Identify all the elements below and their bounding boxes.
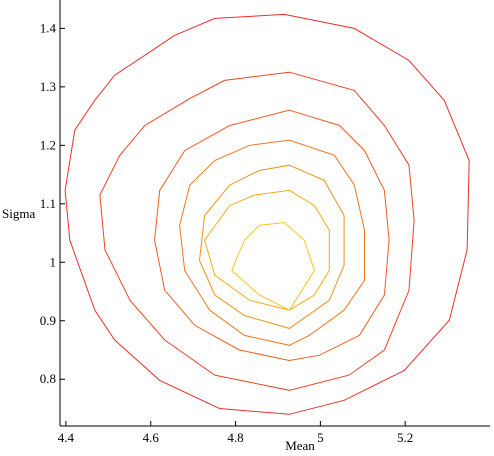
y-tick-label: 1.2 (40, 137, 56, 152)
y-axis-label: Sigma (2, 206, 35, 221)
y-tick-label: 1.3 (40, 79, 56, 94)
x-tick-label: 4.4 (58, 430, 75, 445)
contour-line (99, 71, 415, 391)
y-tick-label: 1.4 (40, 20, 57, 35)
x-axis-label: Mean (285, 438, 315, 453)
contour-line (198, 164, 345, 329)
y-tick-label: 0.8 (40, 371, 56, 386)
contour-line (231, 221, 315, 311)
x-tick-label: 5 (317, 430, 324, 445)
contour-line (179, 139, 365, 346)
y-tick-label: 1 (50, 254, 57, 269)
x-tick-label: 4.8 (227, 430, 243, 445)
y-tick-label: 1.1 (40, 196, 56, 211)
contour-line (154, 109, 390, 362)
contour-line (204, 189, 330, 311)
y-tick-label: 0.9 (40, 313, 56, 328)
contour-line (64, 13, 470, 415)
x-tick-label: 4.6 (143, 430, 160, 445)
x-tick-label: 5.2 (397, 430, 413, 445)
